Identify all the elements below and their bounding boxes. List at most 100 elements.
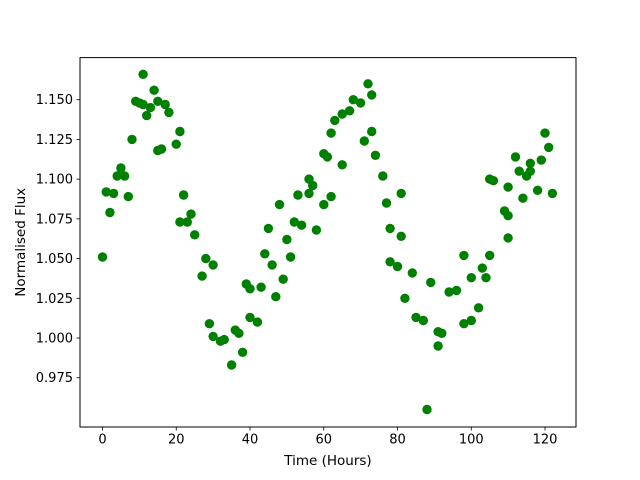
data-point (285, 252, 296, 262)
data-point (252, 317, 263, 327)
data-point (437, 328, 447, 338)
data-point (267, 260, 277, 270)
data-point (274, 199, 285, 210)
data-point (190, 230, 200, 240)
data-point (422, 404, 432, 415)
data-point (160, 99, 170, 110)
data-point (145, 102, 156, 113)
data-point (156, 144, 167, 154)
data-point (278, 274, 288, 284)
data-point (138, 99, 148, 110)
data-point (123, 191, 133, 202)
data-point (485, 250, 495, 261)
data-point (532, 185, 543, 195)
data-point (245, 284, 255, 294)
data-point (263, 223, 274, 234)
data-point (208, 331, 218, 342)
data-point (407, 268, 417, 278)
data-point (547, 188, 558, 199)
data-point (426, 277, 436, 288)
data-point (97, 252, 108, 262)
data-point (337, 109, 347, 119)
data-point (296, 220, 307, 230)
data-point (201, 253, 211, 264)
data-point (119, 171, 130, 181)
data-point (392, 261, 403, 272)
data-point (381, 198, 392, 208)
data-point (466, 315, 476, 326)
data-point (271, 292, 281, 302)
data-point (503, 211, 513, 221)
y-tick-label: 1.050 (36, 252, 73, 267)
y-tick-label: 1.025 (36, 292, 73, 307)
data-point (138, 69, 148, 80)
x-tick-label: 120 (533, 433, 558, 448)
data-point (234, 328, 244, 338)
data-point (197, 271, 207, 281)
data-point (396, 231, 406, 241)
x-tick-label: 60 (315, 433, 332, 448)
data-point (256, 282, 266, 292)
data-point (481, 273, 491, 283)
data-point (367, 126, 377, 137)
data-point (473, 303, 484, 313)
data-point (112, 171, 122, 181)
data-point (175, 217, 185, 227)
data-point (219, 334, 229, 345)
axes-frame (79, 57, 577, 428)
data-point (308, 180, 318, 191)
data-point (444, 287, 454, 297)
data-point (385, 257, 395, 267)
data-point (178, 190, 189, 200)
data-point (514, 166, 524, 176)
y-tick-label: 1.075 (36, 212, 73, 227)
data-point (385, 223, 395, 234)
data-point (108, 188, 119, 199)
data-point (466, 273, 476, 283)
data-point (355, 98, 366, 108)
data-point (411, 312, 421, 323)
data-point (208, 260, 218, 270)
data-point (348, 95, 358, 105)
data-point (396, 188, 406, 199)
data-point (153, 96, 163, 107)
data-point (182, 217, 192, 227)
data-point (175, 126, 185, 137)
data-point (171, 139, 181, 149)
data-point (477, 263, 487, 273)
y-tick-label: 1.125 (36, 133, 73, 148)
data-point (418, 315, 428, 326)
data-point (488, 176, 499, 186)
x-axis-label: Time (Hours) (283, 453, 371, 469)
data-point (503, 182, 513, 192)
data-point (237, 347, 248, 357)
x-tick-label: 40 (242, 433, 259, 448)
plot-contents: 0 20 40 60 80 100 120 0.975 1.000 1.025 1.050 1.075… (36, 69, 558, 448)
data-point (226, 360, 237, 370)
y-tick-label: 1.000 (36, 332, 73, 347)
data-point (337, 160, 347, 170)
y-tick-label: 1.100 (36, 173, 73, 188)
data-point (540, 128, 550, 138)
data-point (282, 234, 292, 245)
data-point (518, 193, 528, 203)
x-tick-label: 80 (389, 433, 406, 448)
data-point (142, 110, 152, 121)
data-point (344, 106, 355, 116)
data-point (451, 285, 462, 296)
data-point (525, 158, 535, 168)
data-point (510, 152, 521, 162)
data-point (127, 134, 137, 145)
data-point (359, 136, 369, 146)
data-point (525, 166, 535, 176)
data-point (204, 319, 215, 329)
data-point (544, 142, 554, 153)
data-point (326, 128, 336, 138)
data-point (260, 249, 270, 259)
data-point (326, 191, 336, 202)
data-point (378, 171, 388, 181)
data-point (164, 107, 174, 118)
data-point (149, 85, 159, 95)
